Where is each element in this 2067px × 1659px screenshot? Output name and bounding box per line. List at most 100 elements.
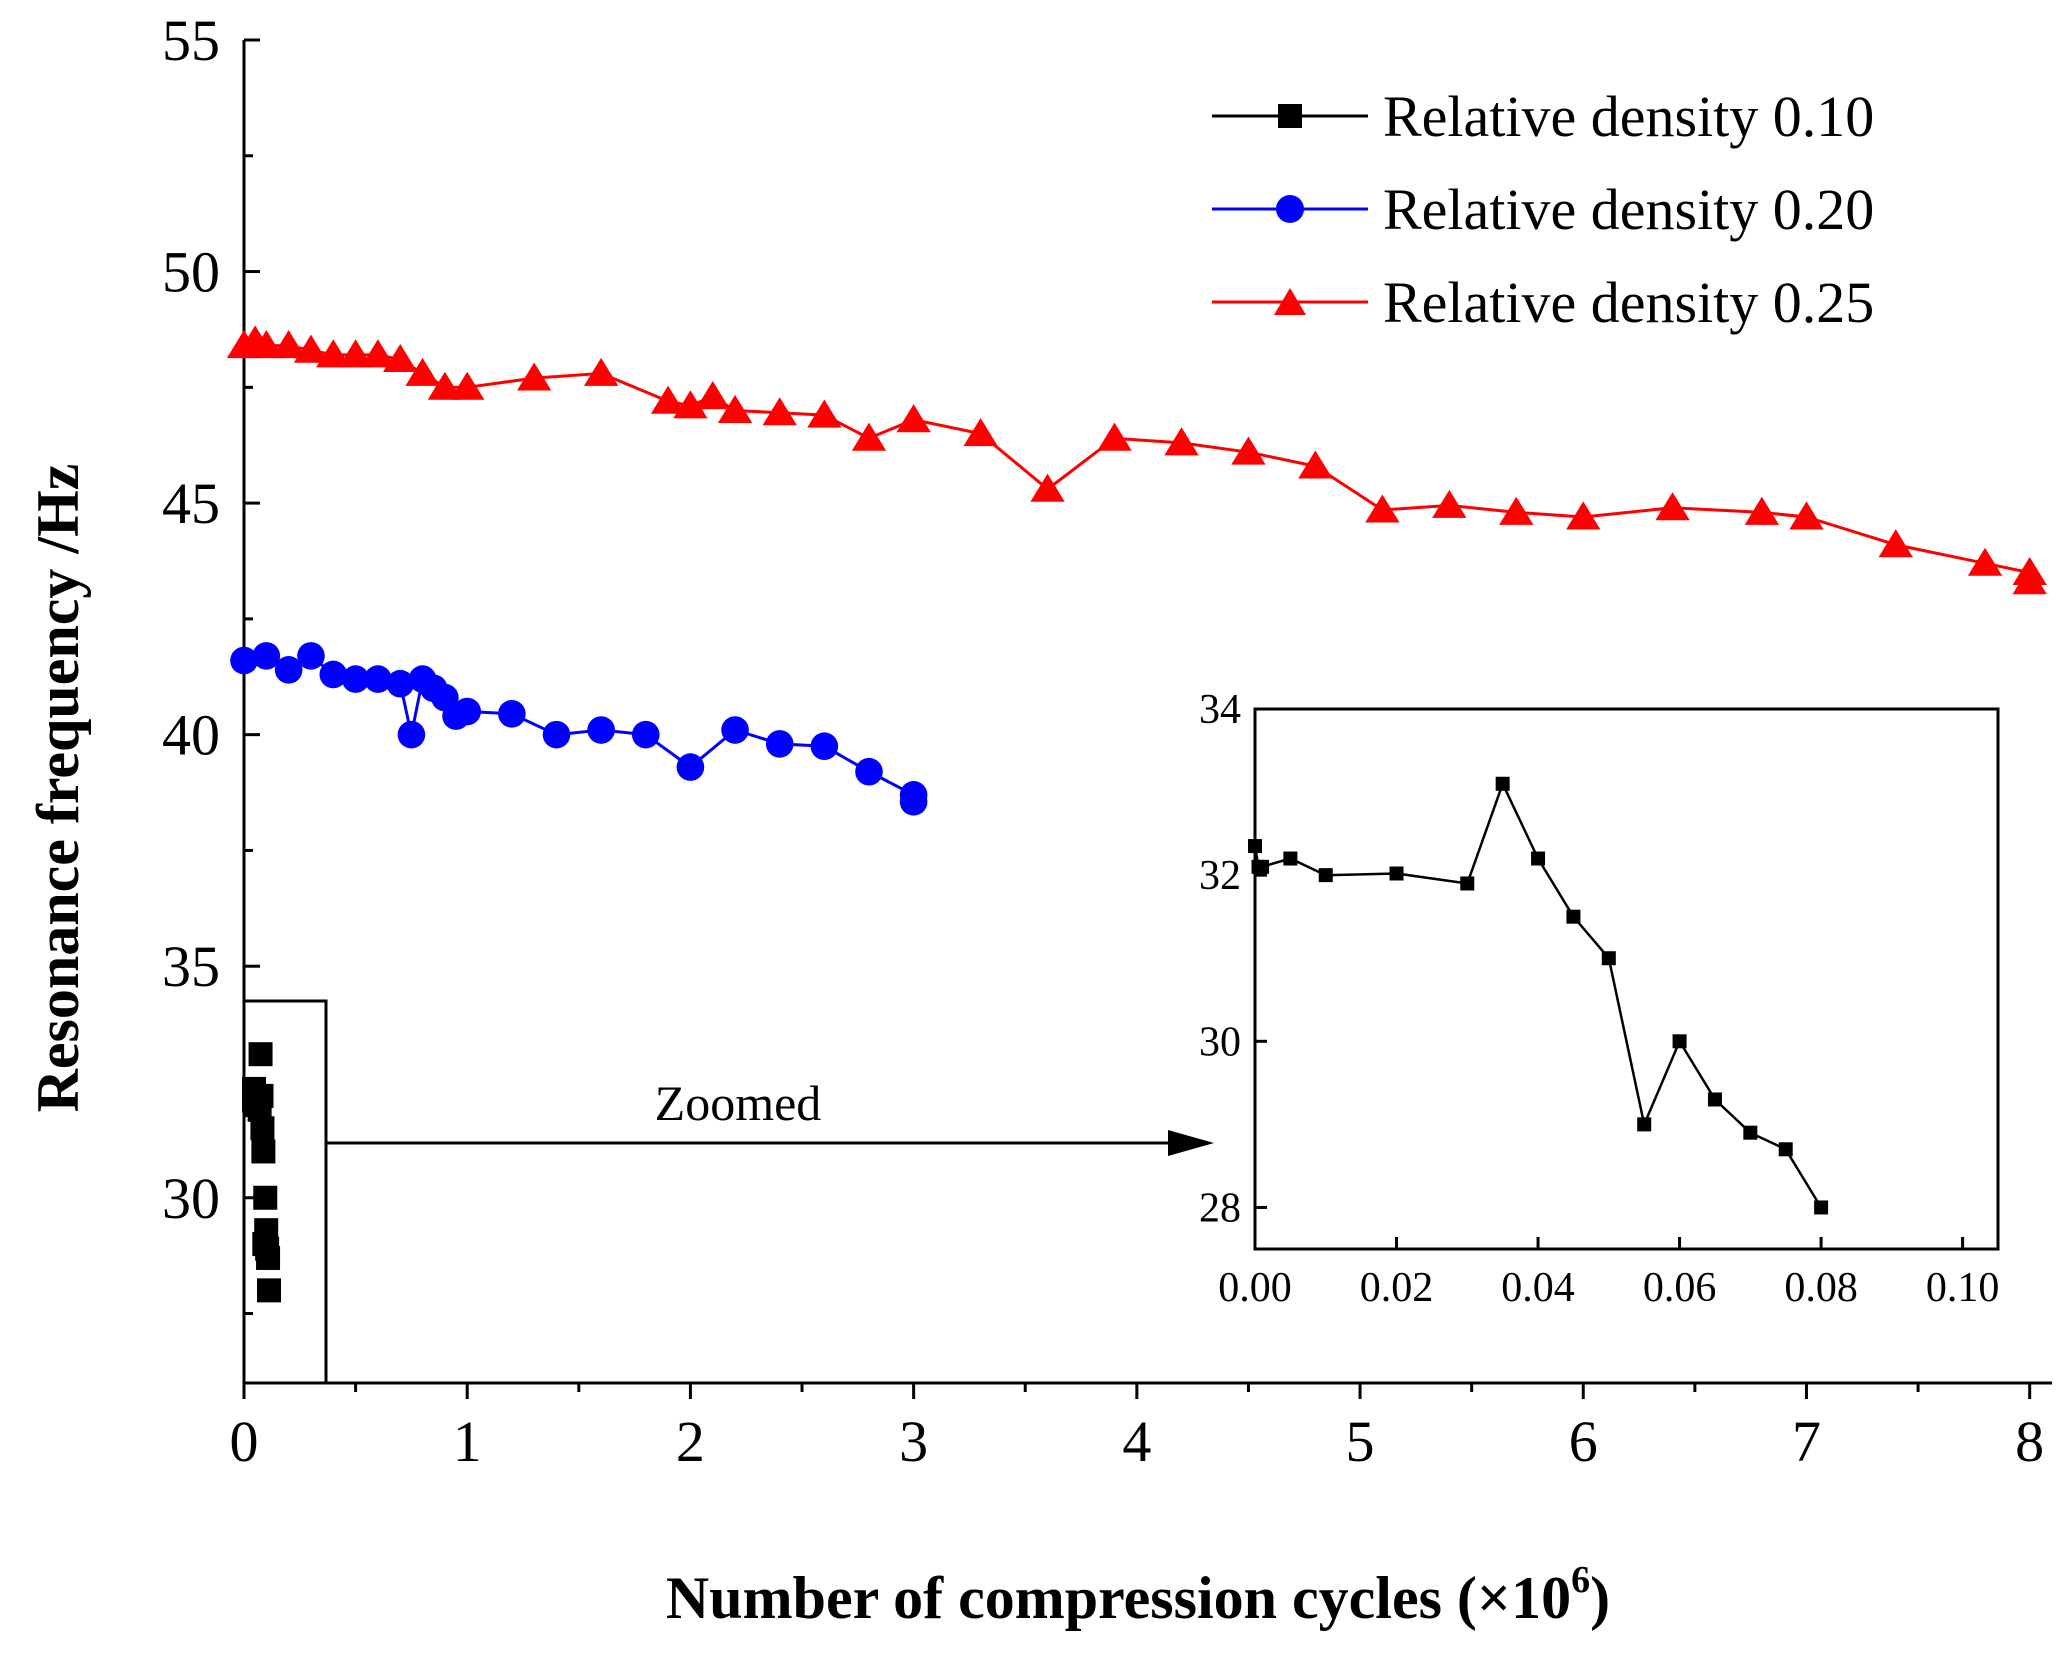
data-point [405, 357, 440, 386]
data-point [256, 1245, 281, 1270]
data-point [253, 1185, 278, 1210]
data-point [517, 362, 552, 391]
y-tick-label: 35 [162, 934, 220, 999]
inset-x-tick-label: 0.00 [1218, 1265, 1292, 1311]
y-tick-label: 55 [162, 8, 220, 73]
inset-data-point [1814, 1200, 1829, 1215]
legend-label-1: Relative density 0.20 [1383, 177, 1874, 242]
data-point [397, 720, 426, 749]
inset-plot: 28 30 32 34 0.00 0.02 0.04 0.06 0.08 0.10 [1199, 687, 2000, 1311]
x-tick-labels: 0 1 2 3 4 5 6 7 8 [230, 1409, 2045, 1474]
legend-item-0: Relative density 0.10 [1212, 84, 1874, 149]
data-point [360, 339, 396, 368]
data-point [1365, 494, 1400, 523]
y-axis-title: Resonance frequency /Hz [25, 464, 91, 1113]
data-point [338, 339, 373, 368]
data-point [583, 357, 619, 386]
data-point [1097, 422, 1132, 451]
data-point [252, 642, 281, 670]
inset-data-point [1283, 851, 1298, 866]
data-point [1164, 427, 1199, 456]
legend: Relative density 0.10 Relative density 0… [1212, 84, 1874, 335]
data-point [1231, 436, 1266, 465]
legend-marker-square [1278, 104, 1302, 128]
data-point [274, 656, 303, 684]
data-point [257, 1278, 281, 1303]
data-point [450, 371, 485, 400]
inset-data-point [1460, 876, 1475, 891]
data-point [762, 397, 797, 426]
inset-y-tick-label: 32 [1199, 853, 1241, 899]
data-point [383, 343, 418, 373]
data-point [587, 716, 615, 744]
data-point [386, 669, 415, 698]
data-point [364, 665, 392, 693]
data-point [1967, 547, 2003, 576]
data-point [249, 330, 284, 359]
legend-label-0: Relative density 0.10 [1383, 84, 1874, 149]
data-point [899, 788, 928, 816]
data-point [1655, 492, 1690, 521]
zoom-arrow-head [1168, 1130, 1214, 1156]
data-point [1566, 501, 1601, 530]
data-point [807, 399, 842, 428]
data-point [810, 732, 839, 761]
data-point [249, 1083, 274, 1108]
data-point [498, 700, 526, 728]
y-tick-label: 45 [162, 471, 220, 536]
inset-y-tick-label: 28 [1199, 1185, 1241, 1231]
inset-data-point [1672, 1034, 1687, 1049]
data-point [248, 1042, 273, 1067]
series-layer [226, 325, 2047, 1303]
inset-tick-labels: 28 30 32 34 0.00 0.02 0.04 0.06 0.08 0.10 [1199, 687, 1999, 1311]
data-point [631, 720, 660, 749]
legend-marker-triangle [1274, 288, 1306, 315]
data-point [1878, 529, 1913, 558]
data-point [319, 660, 348, 689]
inset-series-layer [1248, 776, 1829, 1215]
inset-x-tick-label: 0.06 [1643, 1265, 1717, 1311]
zoom-annotation: Zoomed [655, 1075, 822, 1131]
legend-label-2: Relative density 0.25 [1383, 270, 1874, 335]
inset-data-point [1318, 868, 1333, 883]
data-point [650, 385, 686, 414]
data-point [673, 390, 708, 419]
y-ticks [244, 38, 260, 1316]
x-axis-title: Number of compression cycles (×106) [666, 1559, 1610, 1631]
series-line-2 [243, 339, 2032, 582]
inset-data-point [1531, 851, 1546, 866]
y-tick-labels: 30 35 40 45 50 55 [162, 8, 220, 1231]
data-point [765, 730, 794, 758]
series-2 [226, 325, 2047, 595]
x-tick-label: 8 [2015, 1409, 2044, 1474]
inset-ticks [1253, 707, 1965, 1249]
x-tick-label: 5 [1346, 1409, 1375, 1474]
data-point [1744, 496, 1779, 525]
y-tick-label: 40 [162, 703, 220, 768]
data-point [453, 697, 482, 726]
data-point [427, 371, 463, 400]
data-point [851, 422, 887, 451]
data-point [341, 665, 370, 693]
legend-item-2: Relative density 0.25 [1212, 270, 1874, 335]
data-point [721, 716, 749, 744]
data-point [230, 646, 258, 675]
inset-x-tick-label: 0.08 [1784, 1265, 1858, 1311]
zoom-region-box [242, 999, 328, 1385]
legend-item-1: Relative density 0.20 [1212, 177, 1874, 242]
inset-y-tick-label: 30 [1199, 1019, 1241, 1065]
inset-data-point [1389, 866, 1404, 881]
legend-marker-circle [1276, 195, 1304, 223]
inset-data-point [1255, 859, 1270, 874]
inset-x-tick-label: 0.10 [1926, 1265, 2000, 1311]
inset-data-point [1637, 1117, 1652, 1132]
y-tick-label: 50 [162, 240, 220, 305]
y-tick-label: 30 [162, 1166, 220, 1231]
x-tick-label: 6 [1569, 1409, 1598, 1474]
x-tick-label: 2 [676, 1409, 705, 1474]
data-point [297, 642, 325, 670]
x-tick-label: 3 [899, 1409, 928, 1474]
data-point [1432, 489, 1467, 518]
x-axis-title-close: ) [1590, 1565, 1610, 1631]
